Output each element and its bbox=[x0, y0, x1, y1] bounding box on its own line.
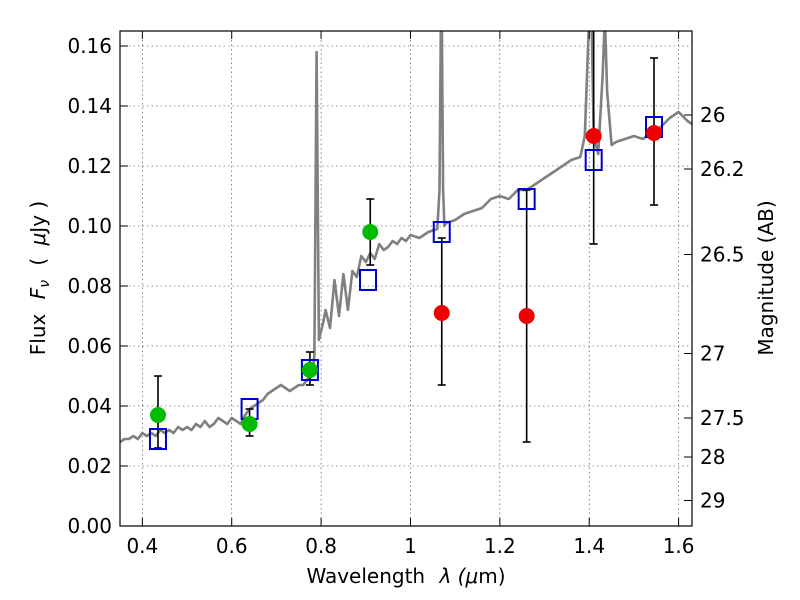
y-tick-label: 0.14 bbox=[67, 94, 112, 118]
x-axis-label-unit: m) bbox=[478, 564, 505, 588]
model-photometry-square bbox=[432, 221, 451, 243]
y-axis-label-symbol: F bbox=[26, 287, 50, 299]
y-axis: 0.00 0.02 0.04 0.06 0.08 0.10 0.12 0.14 0.16 bbox=[67, 34, 128, 538]
grid bbox=[120, 31, 692, 527]
y2-axis: 26 26.2 26.5 27 27.5 28 29 bbox=[684, 103, 745, 513]
x-tick-label: 1.6 bbox=[663, 534, 695, 558]
x-axis-label: Wavelength λ (μm) bbox=[306, 564, 505, 588]
x-tick-label: 1 bbox=[404, 534, 417, 558]
y-axis-label-unit: Jy ) bbox=[26, 201, 50, 235]
observed-optical-point bbox=[301, 362, 318, 378]
y-tick-label: 0.10 bbox=[67, 214, 112, 238]
model-photometry-square bbox=[359, 269, 378, 291]
x-tick-label: 0.4 bbox=[126, 534, 158, 558]
x-axis-label-symbol: λ ( bbox=[438, 564, 466, 588]
observed-optical-point bbox=[362, 224, 379, 240]
y-axis-label-word: Flux bbox=[26, 313, 50, 355]
y-tick-label: 0.00 bbox=[67, 514, 112, 538]
model-photometry-square bbox=[148, 428, 167, 450]
observed-nir-point bbox=[433, 305, 450, 321]
y2-tick-label: 26 bbox=[700, 103, 725, 127]
x-axis-label-unit-prefix: μ bbox=[464, 564, 478, 588]
plot-frame bbox=[119, 30, 693, 527]
model-photometry-square bbox=[584, 149, 603, 171]
observed-optical-point bbox=[241, 416, 258, 432]
y-tick-label: 0.06 bbox=[67, 334, 112, 358]
plot-area bbox=[120, 31, 692, 450]
y-axis-label-subscript: ν bbox=[37, 280, 53, 288]
model-spectrum-line bbox=[120, 31, 692, 444]
y-tick-label: 0.12 bbox=[67, 154, 112, 178]
y2-tick-label: 26.5 bbox=[700, 243, 745, 267]
model-spectrum-layer bbox=[120, 31, 692, 444]
observed-nir-point bbox=[585, 128, 602, 144]
y2-axis-label: Magnitude (AB) bbox=[754, 200, 778, 355]
y-axis-label-unit-prefix: μ bbox=[26, 233, 50, 247]
x-axis: 0.4 0.6 0.8 1 1.2 1.4 1.6 bbox=[126, 31, 695, 558]
y2-tick-label: 26.2 bbox=[700, 157, 745, 181]
y2-tick-label: 28 bbox=[700, 445, 725, 469]
y-tick-label: 0.08 bbox=[67, 274, 112, 298]
x-tick-label: 1.2 bbox=[484, 534, 516, 558]
y2-tick-label: 29 bbox=[700, 489, 725, 513]
observed-optical-point bbox=[149, 407, 166, 423]
x-tick-label: 1.4 bbox=[573, 534, 605, 558]
y-tick-label: 0.02 bbox=[67, 454, 112, 478]
x-axis-label-word: Wavelength bbox=[306, 564, 425, 588]
y2-tick-label: 27.5 bbox=[700, 406, 745, 430]
x-tick-label: 0.8 bbox=[305, 534, 337, 558]
y-axis-label-paren: ( bbox=[26, 258, 50, 266]
model-photometry-square bbox=[517, 188, 536, 210]
x-tick-label: 0.6 bbox=[216, 534, 248, 558]
y-tick-label: 0.04 bbox=[67, 394, 112, 418]
plot-background bbox=[120, 31, 692, 526]
observed-nir-point bbox=[518, 308, 535, 324]
observed-nir-point bbox=[646, 125, 663, 141]
y-tick-label: 0.16 bbox=[67, 34, 112, 58]
y2-tick-label: 27 bbox=[700, 342, 725, 366]
marker-layer bbox=[148, 116, 664, 450]
y-axis-label: Flux Fν ( μJy ) bbox=[26, 201, 54, 355]
